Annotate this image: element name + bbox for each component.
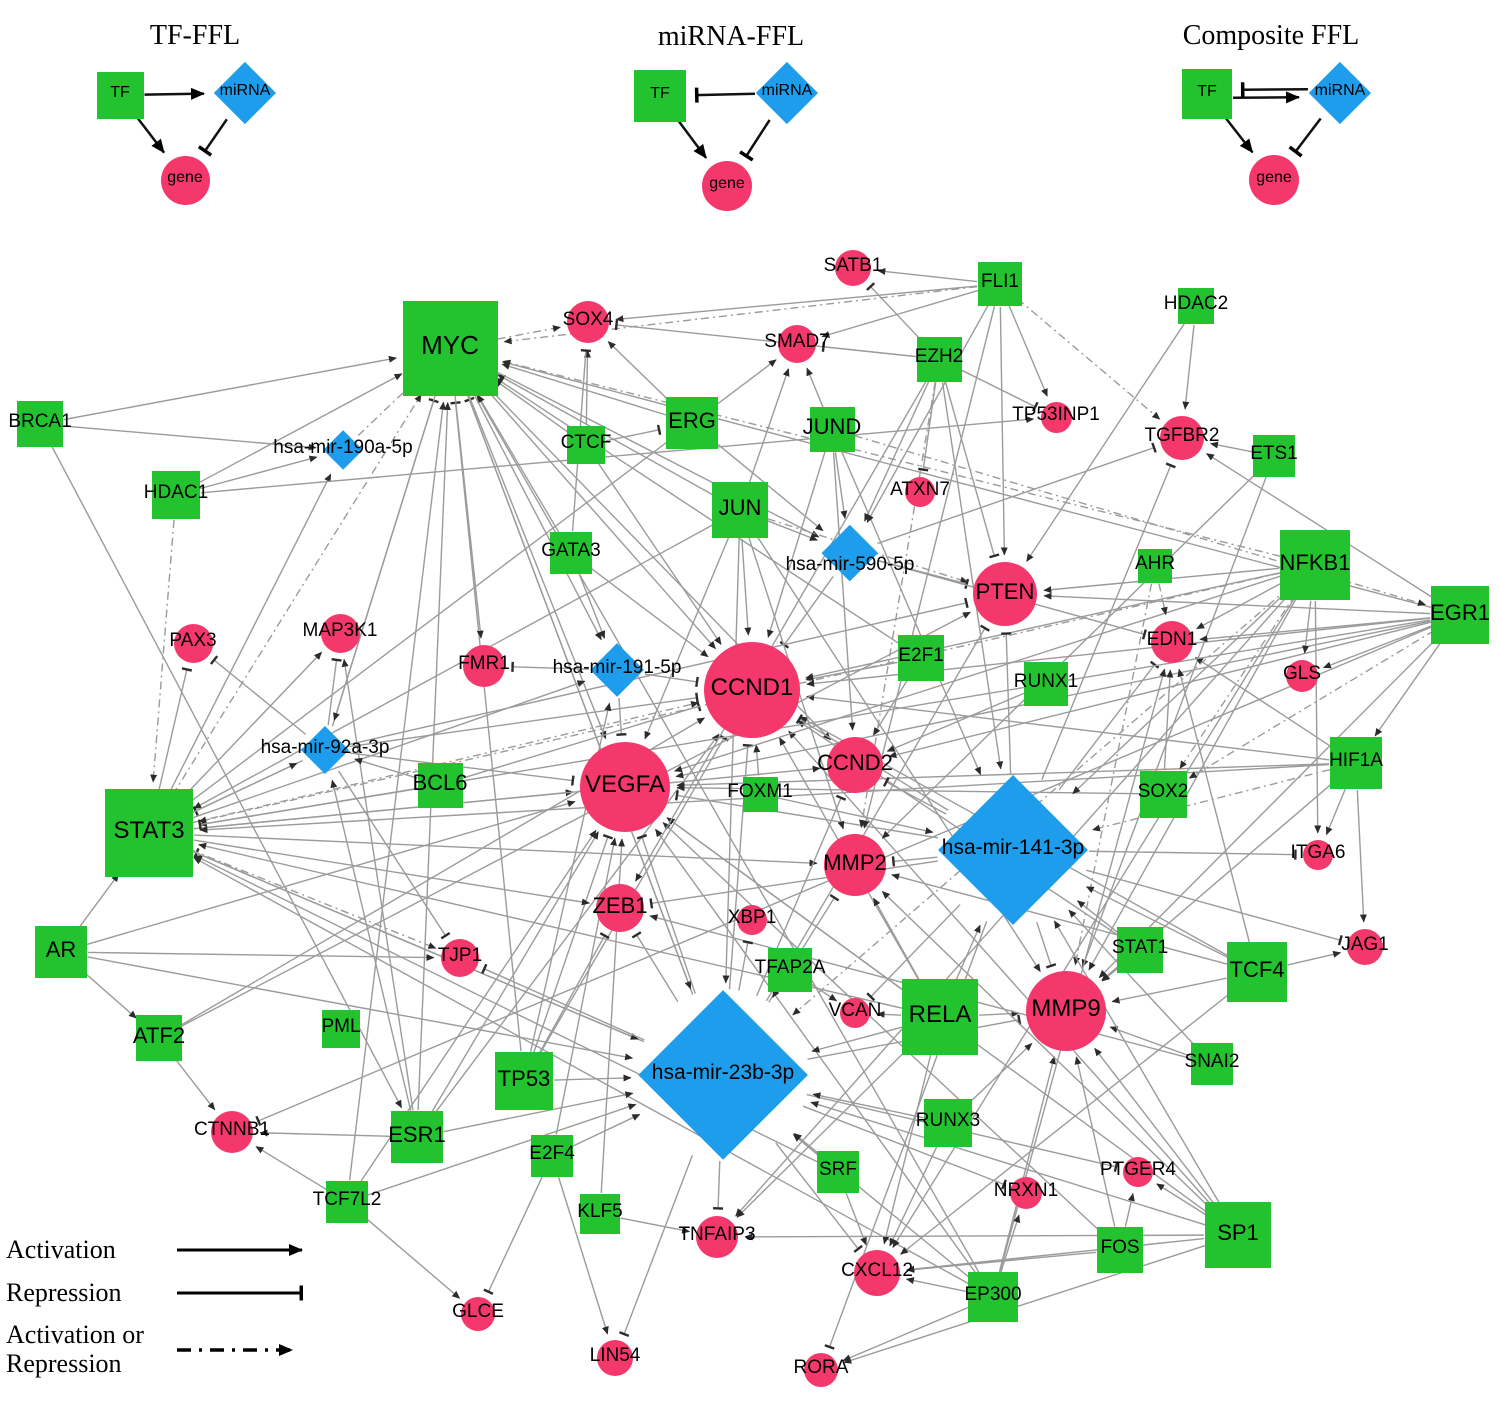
- node-FLI1: [978, 262, 1022, 306]
- node-HDAC2: [1178, 288, 1214, 324]
- edge-type-legend: Activation Repression Activation or Repr…: [6, 1235, 376, 1392]
- node-GLS: [1286, 660, 1318, 692]
- node-CTCF: [567, 426, 605, 464]
- node-SOX4: [567, 301, 609, 343]
- node-SMAD7: [778, 325, 816, 363]
- node-EZH2: [916, 336, 962, 382]
- node-TJP1: [441, 939, 479, 977]
- node-MYC: [402, 300, 498, 396]
- node-TNFAIP3: [696, 1216, 738, 1258]
- node-EGR1: [1431, 586, 1489, 644]
- legend-label-activation: Activation: [6, 1235, 116, 1264]
- mirna-ffl-title: miRNA-FFL: [657, 21, 805, 52]
- node-RUNX3: [924, 1099, 972, 1147]
- node-NFKB1: [1280, 530, 1350, 600]
- node-TFAP2A: [768, 948, 812, 992]
- node-BCL6: [417, 762, 463, 808]
- node-TP53: [495, 1052, 553, 1110]
- node-ZEB1: [596, 884, 644, 932]
- node-PTEN: [973, 562, 1037, 626]
- node-SOX2: [1139, 770, 1187, 818]
- legend-row-either: Activation or Repression: [6, 1321, 376, 1378]
- node-RUNX1: [1024, 662, 1068, 706]
- node-MMP2: [824, 834, 886, 896]
- node-ETS1: [1253, 435, 1295, 477]
- node-FOXM1: [742, 776, 778, 812]
- node-FMR1: [463, 645, 505, 687]
- either-dashdot-arrow-icon: [177, 1343, 293, 1356]
- node-PAX3: [173, 623, 213, 663]
- node-L3GENE: [1249, 155, 1299, 205]
- node-SNAI2: [1191, 1043, 1233, 1085]
- node-JUND: [809, 406, 855, 452]
- node-E2F1: [898, 635, 944, 681]
- node-HDAC1: [152, 471, 200, 519]
- node-KLF5: [580, 1194, 620, 1234]
- legend-row-activation: Activation: [6, 1235, 376, 1265]
- node-RORA: [804, 1353, 838, 1387]
- node-TCF4: [1227, 942, 1287, 1002]
- node-E2F4: [531, 1135, 573, 1177]
- activation-arrow-icon: [177, 1244, 303, 1257]
- node-MAP3K1: [320, 613, 360, 653]
- node-XBP1: [737, 905, 767, 935]
- node-CCND1: [704, 642, 800, 738]
- node-VCAN: [840, 998, 870, 1028]
- node-L2GENE: [702, 161, 752, 211]
- node-PTGER4: [1123, 1157, 1153, 1187]
- node-STAT1: [1117, 927, 1163, 973]
- node-SP1: [1205, 1202, 1271, 1268]
- legend-label-repression: Repression: [6, 1277, 122, 1307]
- node-ERG: [666, 397, 718, 449]
- legend-label-either: Activation or Repression: [6, 1320, 144, 1378]
- node-TCF7L2: [326, 1181, 368, 1223]
- node-GATA3: [550, 532, 592, 574]
- node-SATB1: [835, 250, 871, 286]
- node-AR: [35, 926, 87, 978]
- node-TP53INP1: [1040, 401, 1072, 433]
- node-CCND2: [827, 737, 883, 793]
- node-LIN54: [597, 1340, 633, 1376]
- node-JAG1: [1347, 929, 1383, 965]
- node-ATF2: [136, 1015, 182, 1061]
- node-CTNNB1: [211, 1111, 253, 1153]
- node-EP300: [968, 1272, 1018, 1322]
- node-HIF1A: [1330, 737, 1382, 789]
- node-L3TF: [1182, 69, 1232, 119]
- node-VEGFA: [580, 742, 670, 832]
- node-BRCA1: [17, 401, 63, 447]
- node-SRF: [817, 1151, 859, 1193]
- node-FOS: [1097, 1227, 1143, 1273]
- node-ITGA6: [1303, 840, 1333, 870]
- node-CXCL12: [854, 1250, 900, 1296]
- node-ESR1: [391, 1111, 443, 1163]
- node-JUN: [712, 482, 768, 538]
- node-TGFBR2: [1160, 416, 1204, 460]
- node-STAT3: [105, 789, 193, 877]
- repression-tbar-icon: [177, 1285, 303, 1301]
- node-L1TF: [96, 71, 144, 119]
- node-PML: [322, 1010, 360, 1048]
- composite-ffl-title: Composite FFL: [1182, 20, 1360, 51]
- node-MMP9: [1026, 971, 1106, 1051]
- node-GLCE: [461, 1297, 495, 1331]
- node-L1GENE: [160, 155, 210, 205]
- node-EDN1: [1151, 621, 1193, 663]
- legend-row-repression: Repression: [6, 1277, 376, 1308]
- tf-ffl-title: TF-FFL: [149, 20, 241, 51]
- node-L2TF: [634, 70, 686, 122]
- node-NRXN1: [1010, 1177, 1042, 1209]
- node-AHR: [1138, 549, 1172, 583]
- node-RELA: [902, 979, 978, 1055]
- node-ATXN7: [905, 477, 935, 507]
